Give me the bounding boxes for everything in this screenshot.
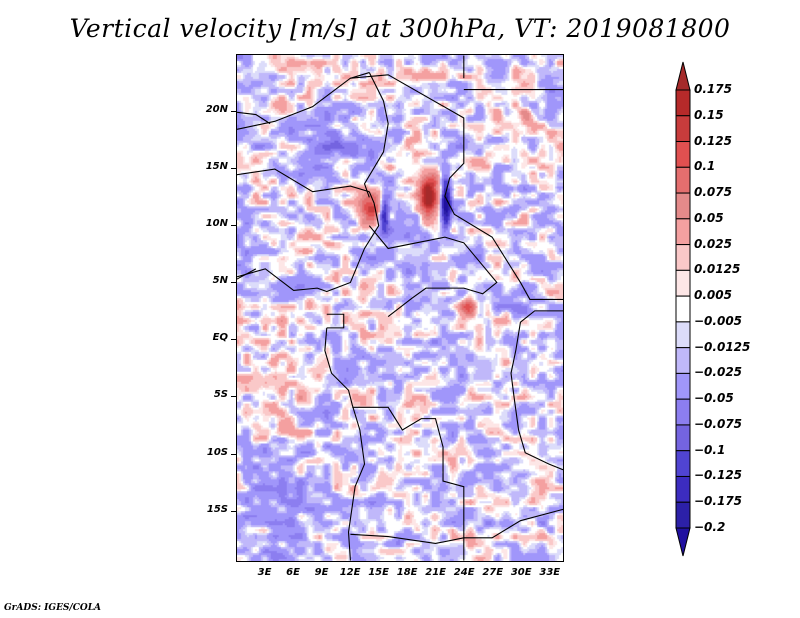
y-tick-mark — [231, 339, 236, 341]
border-line — [237, 111, 271, 125]
colorbar-label: 0.125 — [694, 133, 732, 148]
map-plot-area — [236, 54, 564, 562]
colorbar-swatch — [675, 141, 691, 168]
y-tick-mark — [231, 168, 236, 170]
colorbar-label: −0.025 — [694, 365, 743, 380]
colorbar-swatch — [675, 218, 691, 246]
x-tick-label: 24E — [453, 567, 475, 578]
footer-credit: GrADS: IGES/COLA — [4, 603, 102, 613]
border-line — [324, 327, 366, 561]
border-line — [326, 313, 345, 329]
colorbar-label: −0.1 — [694, 442, 726, 457]
y-tick-label: 15N — [205, 161, 228, 173]
colorbar-swatch — [675, 115, 691, 143]
colorbar-label: −0.075 — [694, 416, 743, 431]
x-tick-label: 3E — [257, 567, 272, 578]
colorbar-label: 0.0125 — [694, 262, 741, 277]
y-tick-label: 5S — [213, 389, 228, 401]
colorbar-label: 0.025 — [694, 236, 732, 251]
colorbar-extend-min — [675, 527, 691, 557]
x-tick-label: 18E — [396, 567, 418, 578]
colorbar-label: −0.0125 — [694, 339, 751, 354]
y-tick-label: 15S — [206, 503, 228, 515]
border-line — [368, 225, 498, 317]
y-tick-mark — [231, 453, 236, 455]
colorbar-label: 0.005 — [694, 288, 732, 303]
colorbar-swatch — [675, 424, 691, 452]
y-tick-mark — [231, 510, 236, 512]
colorbar-swatch — [675, 295, 691, 323]
border-line — [350, 74, 563, 300]
x-tick-label: 30E — [510, 567, 532, 578]
x-tick-label: 21E — [425, 567, 447, 578]
border-line — [237, 72, 370, 130]
border-line — [352, 406, 465, 561]
y-tick-label: 5N — [212, 275, 228, 287]
colorbar-label: 0.1 — [694, 159, 716, 174]
x-tick-label: 27E — [482, 567, 504, 578]
colorbar-swatch — [675, 501, 691, 529]
y-tick-mark — [231, 225, 236, 227]
colorbar-label: 0.075 — [694, 185, 732, 200]
border-line — [237, 268, 257, 280]
colorbar-swatch — [675, 347, 691, 374]
country-borders — [237, 55, 563, 561]
border-line — [510, 350, 563, 471]
border-line — [237, 168, 370, 193]
colorbar-label: 0.175 — [694, 82, 732, 96]
colorbar-swatch — [675, 372, 691, 400]
y-tick-label: 20N — [205, 104, 228, 116]
y-tick-mark — [231, 396, 236, 398]
colorbar-label: −0.005 — [694, 313, 743, 328]
colorbar-label: 0.05 — [694, 210, 724, 225]
colorbar-swatch — [675, 450, 691, 477]
chart-title: Vertical velocity [m/s] at 300hPa, VT: 2… — [69, 14, 731, 43]
colorbar-label: −0.2 — [694, 520, 726, 534]
colorbar-label: 0.15 — [694, 107, 724, 122]
colorbar-swatch — [675, 269, 691, 297]
colorbar-swatch — [675, 192, 691, 220]
x-tick-label: 9E — [314, 567, 329, 578]
y-tick-mark — [231, 282, 236, 284]
colorbar-extend-max — [675, 61, 691, 91]
border-line — [237, 191, 380, 293]
border-line — [515, 310, 563, 351]
colorbar-swatch — [675, 89, 691, 117]
colorbar-label: −0.05 — [694, 391, 734, 406]
y-tick-label: EQ — [212, 332, 228, 344]
colorbar-swatch — [675, 321, 691, 349]
y-tick-label: 10N — [205, 218, 228, 230]
x-tick-label: 12E — [339, 567, 361, 578]
border-line — [363, 72, 389, 198]
colorbar-label: −0.125 — [694, 468, 743, 483]
x-tick-label: 15E — [368, 567, 389, 578]
colorbar-swatch — [675, 244, 691, 271]
colorbar-swatch — [675, 398, 691, 426]
colorbar — [675, 61, 691, 557]
colorbar-swatch — [675, 166, 691, 194]
border-line — [350, 508, 563, 545]
colorbar-label: −0.175 — [694, 494, 743, 509]
colorbar-swatch — [675, 475, 691, 503]
x-tick-label: 33E — [539, 567, 561, 578]
y-tick-label: 10S — [206, 446, 228, 458]
y-tick-mark — [231, 111, 236, 113]
x-tick-label: 6E — [286, 567, 300, 578]
